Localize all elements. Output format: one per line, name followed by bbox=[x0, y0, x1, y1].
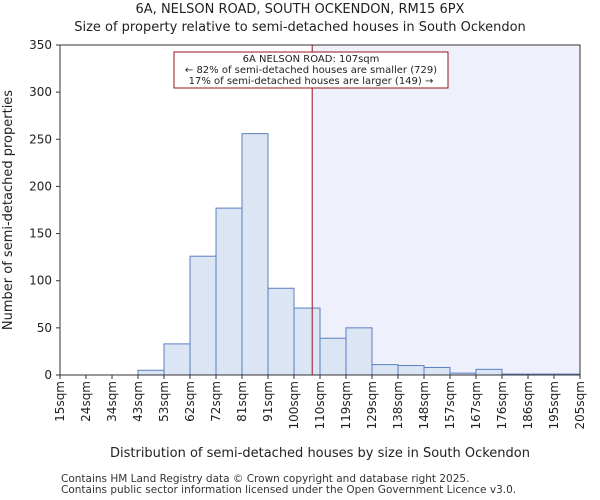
x-tick-label: 62sqm bbox=[183, 381, 197, 422]
bar-119sqm bbox=[345, 327, 373, 376]
bar-129sqm bbox=[371, 364, 399, 376]
bar-100sqm bbox=[293, 307, 321, 376]
annotation-line-3: 17% of semi-detached houses are larger (… bbox=[189, 76, 434, 87]
bar-138sqm bbox=[397, 365, 425, 376]
x-tick-label: 148sqm bbox=[417, 381, 431, 429]
bar-43sqm bbox=[137, 369, 165, 376]
y-tick-label: 150 bbox=[29, 227, 52, 241]
y-tick-label: 200 bbox=[29, 179, 52, 193]
x-tick-label: 186sqm bbox=[521, 381, 535, 429]
larger-region-shade bbox=[312, 45, 580, 375]
x-tick-label: 81sqm bbox=[235, 381, 249, 422]
bar-62sqm bbox=[189, 255, 217, 376]
bar-167sqm bbox=[475, 368, 503, 376]
x-axis-label: Distribution of semi-detached houses by … bbox=[110, 446, 530, 461]
bar-110sqm bbox=[319, 337, 347, 376]
bar-148sqm bbox=[423, 366, 451, 376]
y-tick-label: 250 bbox=[29, 132, 52, 146]
footer-line-1: Contains HM Land Registry data © Crown c… bbox=[61, 473, 470, 485]
y-tick-label: 300 bbox=[29, 85, 52, 99]
x-tick-label: 100sqm bbox=[287, 381, 301, 429]
x-tick-label: 176sqm bbox=[495, 381, 509, 429]
x-tick-label: 110sqm bbox=[313, 381, 327, 429]
y-tick-label: 100 bbox=[29, 274, 52, 288]
y-axis-label: Number of semi-detached properties bbox=[1, 90, 16, 330]
annotation-line-2: ← 82% of semi-detached houses are smalle… bbox=[185, 65, 437, 76]
x-tick-label: 205sqm bbox=[573, 381, 587, 429]
x-tick-label: 24sqm bbox=[79, 381, 93, 422]
x-tick-label: 72sqm bbox=[209, 381, 223, 422]
bar-53sqm bbox=[163, 343, 191, 376]
bar-81sqm bbox=[241, 133, 269, 376]
x-tick-label: 34sqm bbox=[105, 381, 119, 422]
footer-line-2: Contains public sector information licen… bbox=[61, 484, 517, 496]
x-tick-label: 119sqm bbox=[339, 381, 353, 429]
bar-91sqm bbox=[267, 287, 295, 376]
y-tick-label: 350 bbox=[29, 38, 52, 52]
x-tick-label: 15sqm bbox=[53, 381, 67, 422]
x-tick-label: 195sqm bbox=[547, 381, 561, 429]
x-tick-label: 138sqm bbox=[391, 381, 405, 429]
y-tick-label: 0 bbox=[44, 368, 52, 382]
bar-72sqm bbox=[215, 207, 243, 376]
x-tick-label: 167sqm bbox=[469, 381, 483, 429]
annotation-box bbox=[173, 51, 449, 89]
x-tick-label: 157sqm bbox=[443, 381, 457, 429]
y-tick-label: 50 bbox=[37, 321, 52, 335]
x-tick-label: 129sqm bbox=[365, 381, 379, 429]
chart-title: 6A, NELSON ROAD, SOUTH OCKENDON, RM15 6P… bbox=[135, 2, 465, 17]
chart-subtitle: Size of property relative to semi-detach… bbox=[74, 20, 526, 35]
x-tick-label: 91sqm bbox=[261, 381, 275, 422]
x-tick-label: 43sqm bbox=[131, 381, 145, 422]
annotation-line-1: 6A NELSON ROAD: 107sqm bbox=[243, 54, 380, 65]
x-tick-label: 53sqm bbox=[157, 381, 171, 422]
